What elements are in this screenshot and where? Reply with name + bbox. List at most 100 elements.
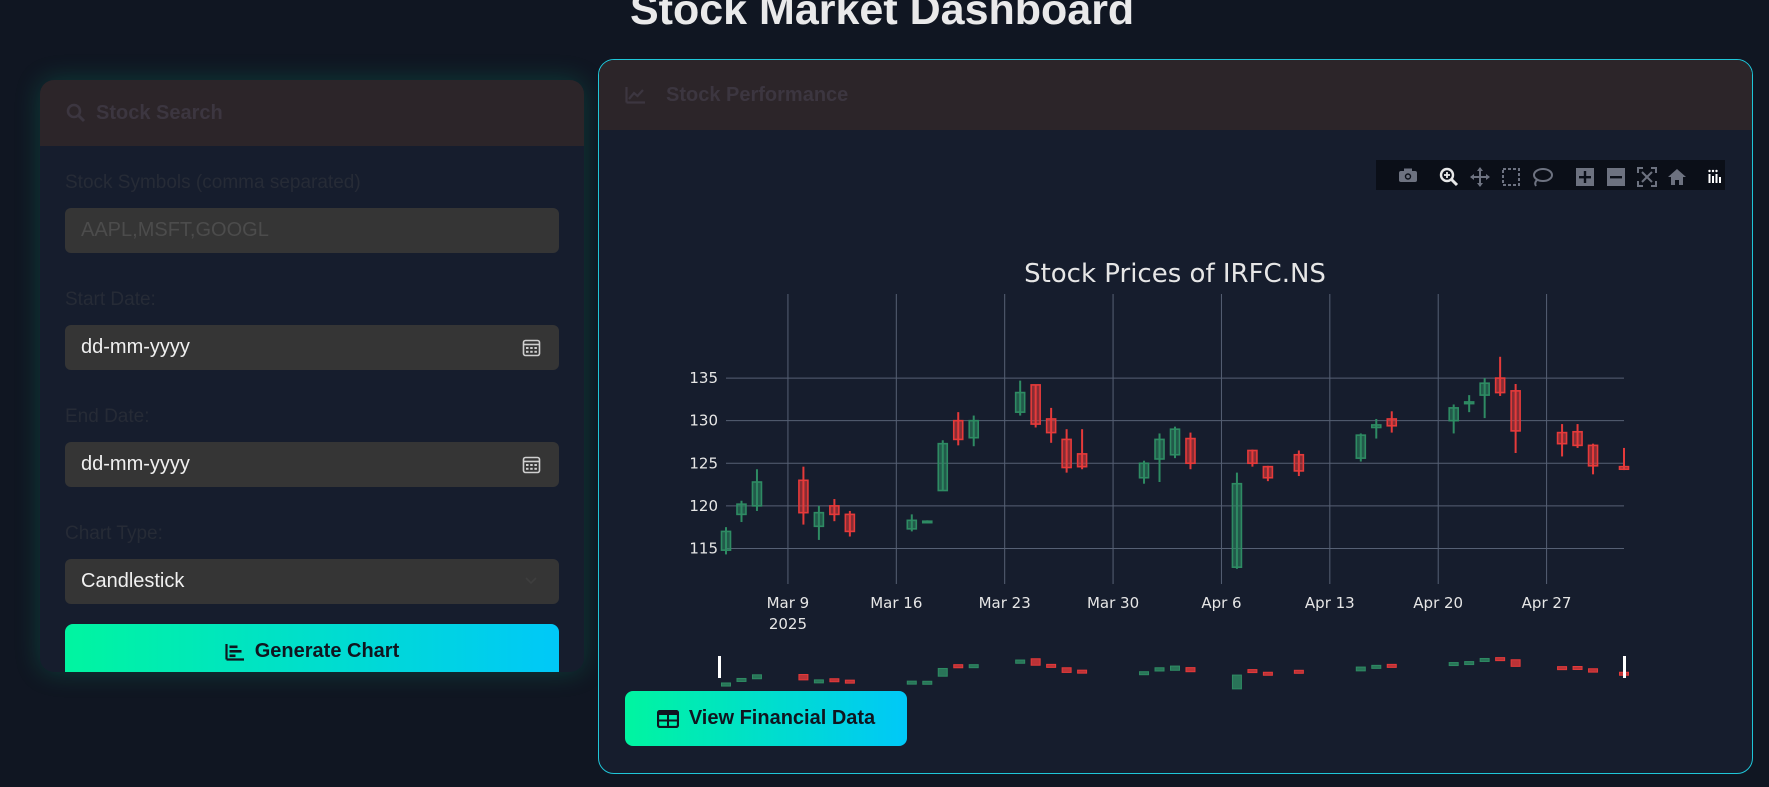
rangeslider-candle	[968, 664, 979, 669]
end-date-label: End Date:	[65, 406, 150, 427]
camera-icon[interactable]	[1398, 167, 1417, 185]
rangeslider-handle-right	[1623, 656, 1626, 678]
rangeslider-candle	[829, 678, 840, 683]
candle-body	[829, 505, 840, 516]
rangeslider-candle	[1185, 667, 1196, 673]
rangeslider-candle	[1170, 665, 1180, 671]
candle-body	[937, 442, 949, 492]
x-tick-label: Apr 27	[1522, 594, 1572, 612]
reset-axes-icon[interactable]	[1667, 167, 1686, 185]
x-tick-label: Apr 13	[1305, 594, 1355, 612]
start-date-value: dd-mm-yyyy	[81, 336, 190, 358]
candle-body	[921, 520, 933, 524]
zoom-icon[interactable]	[1439, 167, 1459, 187]
stock-search-card: Stock Search Stock Symbols (comma separa…	[40, 80, 584, 672]
symbols-placeholder: AAPL,MSFT,GOOGL	[81, 219, 269, 241]
x-tick-label: Mar 23	[979, 594, 1031, 612]
candlestick-chart[interactable]: Stock Prices of IRFC.NS 115 120 125 130 135 Ma…	[599, 130, 1751, 690]
rangeslider-handle-left	[718, 656, 721, 678]
rangeslider-candle	[1046, 663, 1057, 668]
x-tick-label: Mar 9	[767, 594, 810, 612]
rangeslider-candle	[1139, 671, 1150, 676]
rangeslider-candle	[736, 677, 747, 682]
start-date-input[interactable]: dd-mm-yyyy	[65, 325, 559, 370]
calendar-icon[interactable]	[522, 338, 541, 357]
candle-body	[798, 479, 809, 514]
rangeslider-candle	[1510, 659, 1521, 667]
rangeslider-candle	[1231, 674, 1242, 690]
candle-body	[1386, 418, 1398, 427]
y-tick-label: 130	[689, 412, 718, 430]
rangeslider-candle	[937, 667, 948, 677]
rangeslider-candle	[906, 680, 917, 685]
generate-chart-label: Generate Chart	[254, 640, 400, 662]
view-financial-data-button[interactable]: View Financial Data	[625, 691, 907, 746]
candle-body	[1045, 418, 1057, 434]
lasso-icon[interactable]	[1531, 167, 1553, 187]
rangeslider-candle	[1030, 658, 1041, 666]
x-tick-year-label: 2025	[769, 615, 807, 633]
x-tick-label: Mar 16	[870, 594, 922, 612]
rangeslider-candle	[1572, 665, 1583, 670]
page-title: Stock Market Dashboard	[630, 0, 1135, 34]
rangeslider-candle	[798, 674, 809, 681]
rangeslider-candle	[1077, 669, 1088, 674]
zoom-in-icon[interactable]	[1575, 167, 1594, 186]
rangeslider-candle	[1557, 666, 1568, 671]
rangeslider-candle	[953, 664, 964, 669]
candle-body	[844, 513, 856, 533]
y-tick-label: 115	[689, 539, 718, 557]
candle-body	[968, 419, 980, 439]
rangeslider-candle	[1495, 657, 1506, 662]
rangeslider-candle	[1154, 667, 1165, 672]
symbols-input[interactable]: AAPL,MSFT,GOOGL	[65, 208, 559, 253]
y-tick-label: 120	[689, 497, 718, 515]
candle-body	[1231, 482, 1243, 568]
x-tick-label: Apr 20	[1413, 594, 1463, 612]
rangeslider-candle	[1293, 669, 1304, 674]
rangeslider-candle	[1262, 671, 1273, 676]
chart-line-icon	[625, 87, 645, 104]
end-date-input[interactable]: dd-mm-yyyy	[65, 442, 559, 487]
plotly-logo-icon[interactable]	[1706, 167, 1724, 185]
rangeslider-candle	[813, 679, 824, 684]
x-tick-label: Apr 6	[1201, 594, 1241, 612]
candle-body	[1138, 462, 1150, 479]
candle-body	[720, 530, 732, 551]
rangeslider-candle	[1479, 657, 1490, 662]
autoscale-icon[interactable]	[1637, 167, 1657, 187]
candle-body	[952, 419, 964, 441]
rangeslider-candle	[1386, 663, 1397, 668]
candle-body	[1185, 437, 1196, 465]
stock-performance-header: Stock Performance	[599, 60, 1752, 130]
y-tick-label: 125	[689, 454, 718, 472]
rangeslider-candle	[1448, 662, 1459, 667]
chart-title: Stock Prices of IRFC.NS	[1024, 259, 1326, 289]
rangeslider-candle	[1355, 666, 1366, 672]
calendar-icon[interactable]	[522, 455, 541, 474]
zoom-out-icon[interactable]	[1606, 167, 1625, 186]
rangeslider-candle	[1061, 667, 1072, 673]
table-icon	[656, 709, 679, 728]
candle-body	[1014, 391, 1026, 413]
rangeslider-candle	[1588, 668, 1599, 673]
rangeslider-candle	[751, 674, 762, 680]
candle-body	[1154, 438, 1165, 460]
pan-icon[interactable]	[1470, 167, 1490, 187]
candle-body	[1370, 424, 1382, 429]
candle-body	[1247, 449, 1258, 465]
stock-search-title: Stock Search	[96, 101, 223, 124]
candle-body	[1448, 407, 1459, 422]
rangeslider-candle	[1371, 664, 1382, 669]
box-select-icon[interactable]	[1501, 167, 1520, 186]
y-tick-label: 135	[689, 369, 718, 387]
candle-body	[1463, 401, 1475, 405]
rangeslider-candle	[721, 682, 731, 687]
generate-chart-button[interactable]: Generate Chart	[65, 624, 559, 672]
rangeslider-candle	[922, 680, 933, 685]
candle-body	[736, 503, 747, 516]
chart-type-value: Candlestick	[81, 570, 185, 592]
rangeslider-candle	[1247, 669, 1258, 674]
search-icon	[66, 103, 86, 123]
chart-type-select[interactable]: Candlestick	[65, 559, 559, 604]
